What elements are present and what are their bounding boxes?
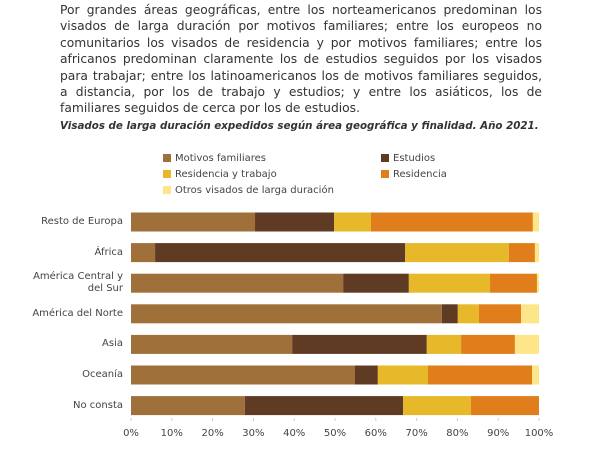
legend-label: Residencia: [393, 169, 447, 180]
legend-marker: [381, 170, 389, 178]
bar-segment: [292, 334, 427, 354]
bar-segment: [244, 396, 404, 416]
bar-segment: [405, 243, 509, 263]
bar-segment: [131, 304, 442, 324]
category-label: América del Norte: [32, 307, 123, 319]
x-tick-label: 10%: [161, 428, 183, 439]
bar-segment: [255, 212, 335, 232]
bar-segment: [408, 273, 491, 293]
legend-label: Estudios: [393, 153, 435, 164]
bar-segment: [131, 334, 293, 354]
bar-segment: [534, 243, 539, 263]
bar-segment: [470, 396, 539, 416]
bar-segment: [441, 304, 458, 324]
chart-title: Visados de larga duración expedidos segú…: [60, 120, 539, 132]
bar-segment: [461, 334, 515, 354]
category-label: América Central y del Sur: [33, 271, 123, 295]
legend-label: Residencia y trabajo: [175, 169, 277, 180]
bar-segment: [131, 396, 245, 416]
bar-segment: [343, 273, 409, 293]
x-tick-label: 50%: [324, 428, 346, 439]
bar-segment: [514, 334, 539, 354]
x-tick-label: 20%: [201, 428, 223, 439]
x-tick-label: 100%: [525, 428, 554, 439]
legend-marker: [381, 154, 389, 162]
x-tick-label: 80%: [446, 428, 468, 439]
x-tick-label: 90%: [487, 428, 509, 439]
legend-label: Motivos familiares: [175, 153, 266, 164]
legend-label: Otros visados de larga duración: [175, 184, 334, 196]
bar-segment: [532, 365, 539, 385]
bar-segment: [428, 365, 533, 385]
bar-segment: [334, 212, 371, 232]
bar-segment: [377, 365, 429, 385]
legend-marker: [163, 186, 171, 194]
category-label: África: [94, 246, 123, 258]
bar-segment: [490, 273, 537, 293]
x-tick-label: 0%: [123, 428, 139, 439]
bar-segment: [532, 212, 539, 232]
bar-segment: [131, 243, 156, 263]
category-label: No consta: [73, 399, 123, 411]
bar-segment: [426, 334, 462, 354]
bar-segment: [457, 304, 480, 324]
x-tick-label: 60%: [365, 428, 387, 439]
x-tick-label: 70%: [405, 428, 427, 439]
paragraph: Por grandes áreas geográficas, entre los…: [60, 3, 542, 116]
bar-segment: [131, 365, 355, 385]
bar-segment: [403, 396, 471, 416]
category-label: Resto de Europa: [41, 216, 123, 227]
bar-segment: [508, 243, 535, 263]
legend-marker: [163, 170, 171, 178]
bar-segment: [536, 273, 539, 293]
bar-segment: [521, 304, 539, 324]
bar-segment: [131, 212, 256, 232]
bar-segment: [479, 304, 522, 324]
bar-segment: [354, 365, 378, 385]
bar-segment: [131, 273, 344, 293]
legend-marker: [163, 154, 171, 162]
bar-segment: [370, 212, 533, 232]
x-tick-label: 30%: [242, 428, 264, 439]
x-tick-label: 40%: [283, 428, 305, 439]
category-label: Oceanía: [82, 369, 123, 380]
bar-segment: [155, 243, 406, 263]
category-label: Asia: [102, 338, 123, 350]
